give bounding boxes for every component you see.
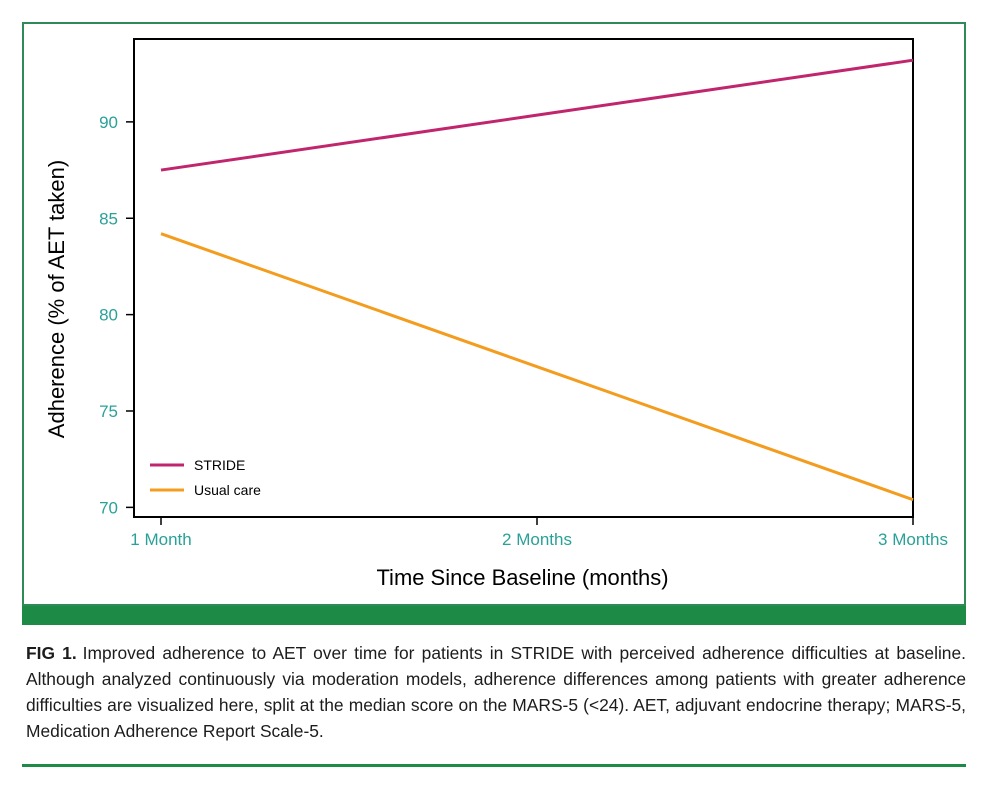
- legend-label: Usual care: [194, 482, 261, 498]
- figure-footer-band: [22, 606, 966, 625]
- x-tick-label: 2 Months: [502, 530, 572, 549]
- series-line-stride: [160, 58, 914, 172]
- x-tick-label: 3 Months: [878, 530, 948, 549]
- y-tick-label: 90: [99, 113, 118, 132]
- y-tick-label: 70: [99, 498, 118, 517]
- plot-area-border: [133, 38, 914, 518]
- y-tick-label: 80: [99, 306, 118, 325]
- line-chart: 70 75 80 85 90 1 Month 2 Months 3 Months STRIDE U…: [44, 38, 948, 590]
- figure-caption-label: FIG 1.: [26, 643, 77, 663]
- series-line-usual-care: [160, 232, 914, 502]
- x-tick-label: 1 Month: [130, 530, 191, 549]
- figure-caption: FIG 1. Improved adherence to AET over tim…: [26, 640, 966, 744]
- figure-frame: 70 75 80 85 90 1 Month 2 Months 3 Months STRIDE U…: [22, 22, 966, 606]
- y-axis-label: Adherence (% of AET taken): [44, 160, 69, 438]
- figure-caption-text: Improved adherence to AET over time for …: [26, 643, 966, 741]
- y-tick-label: 85: [99, 209, 118, 228]
- y-tick-label: 75: [99, 402, 118, 421]
- caption-bottom-rule: [22, 764, 966, 767]
- x-axis-label: Time Since Baseline (months): [376, 565, 668, 590]
- legend-label: STRIDE: [194, 457, 245, 473]
